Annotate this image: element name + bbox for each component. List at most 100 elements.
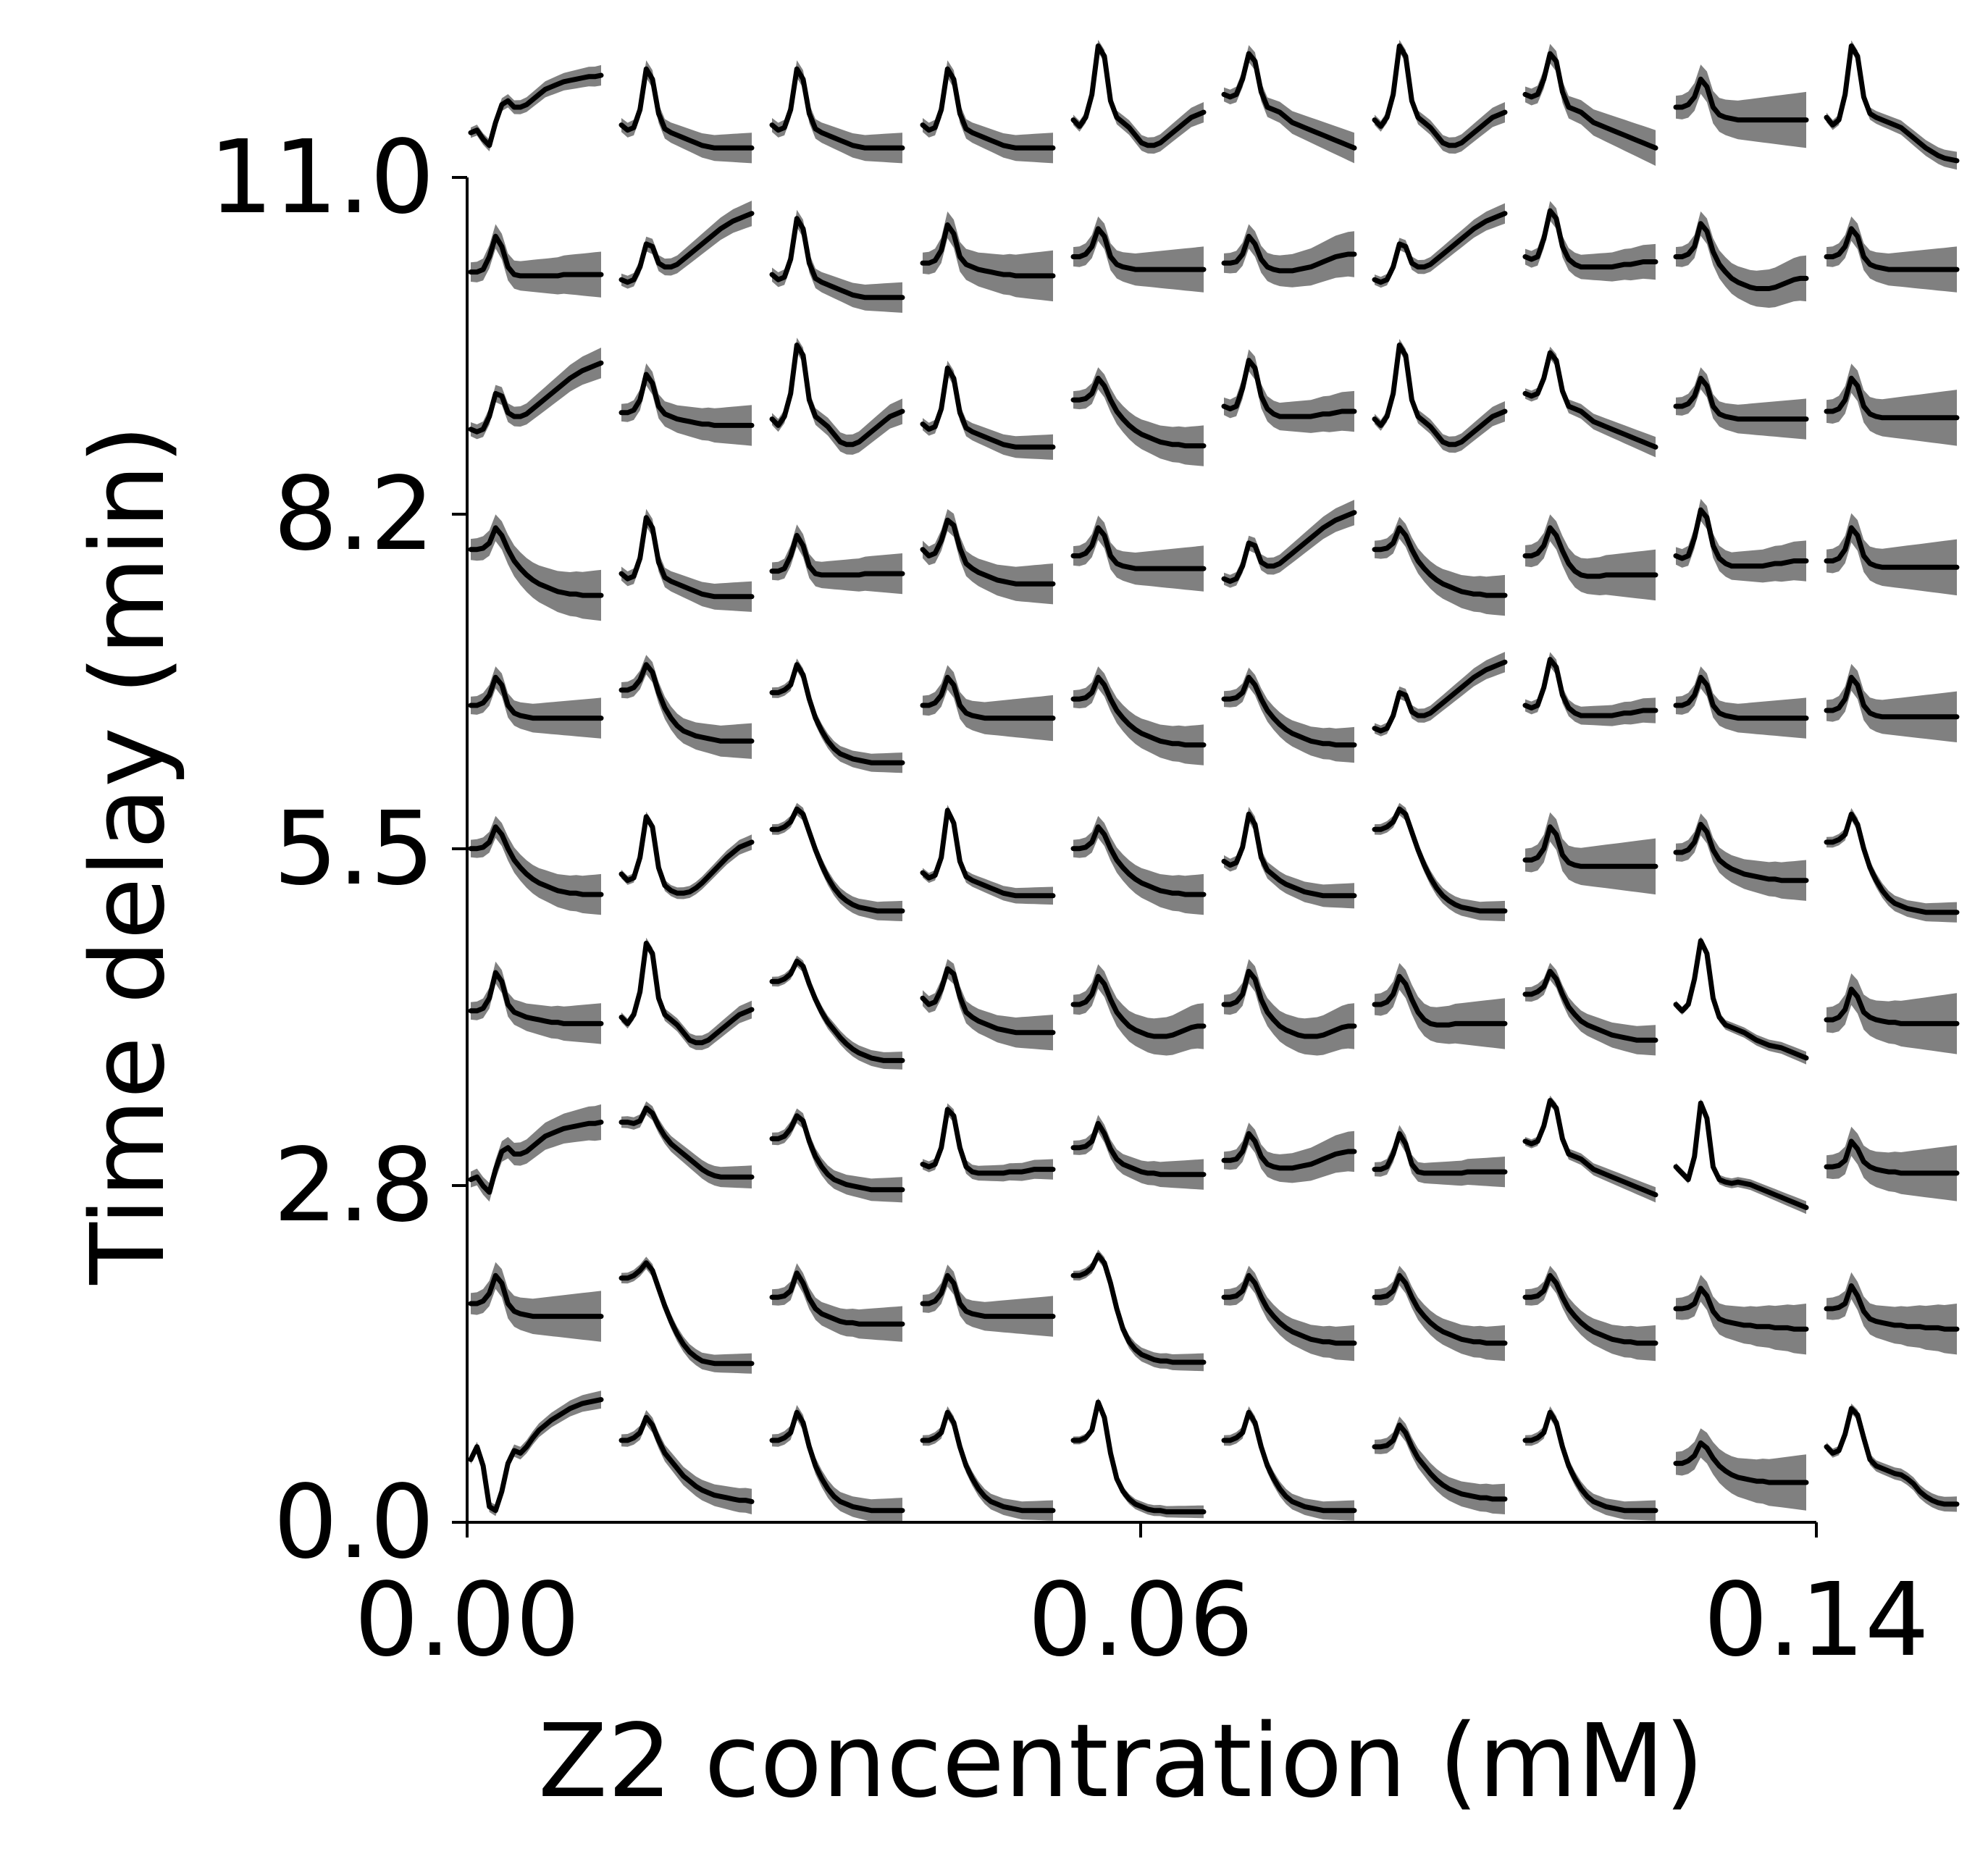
panel-mean-line-r7-c5 [1221,358,1357,419]
panel-mean-line-r7-c7 [1522,350,1658,450]
panel-r1-c3 [920,1264,1056,1337]
panel-mean-line-r1-c3 [920,1272,1056,1320]
panel-r6-c2 [769,524,905,595]
panel-band-r2-c9 [1826,1126,1957,1201]
y-tick-label: 0.0 [273,1464,435,1582]
panel-mean-line-r4-c2 [769,806,905,914]
panel-mean-line-r4-c9 [1824,811,1960,915]
panel-r0-c0 [468,1390,604,1517]
panel-band-r4-c4 [1073,815,1204,915]
panel-r9-c8 [1673,64,1809,148]
panel-r7-c0 [468,348,604,440]
panel-mean-line-r6-c2 [769,532,905,578]
panel-r7-c5 [1221,349,1357,433]
panel-mean-line-r2-c9 [1824,1138,1960,1176]
panel-r1-c5 [1221,1265,1357,1362]
panel-r5-c5 [1221,667,1357,763]
small-multiples-grid [468,40,1960,1524]
panel-r8-c0 [468,224,604,298]
panel-mean-line-r5-c1 [618,662,755,744]
panel-r5-c0 [468,666,604,739]
panel-mean-line-r6-c8 [1673,507,1809,569]
panel-mean-line-r8-c1 [618,211,755,285]
x-axis-ticks: 0.00 0.06 0.14 [354,1522,1929,1679]
panel-r6-c7 [1522,514,1658,601]
panel-r2-c3 [920,1103,1056,1182]
panel-r0-c6 [1372,1416,1508,1514]
panel-mean-line-r4-c0 [468,824,604,897]
panel-r5-c1 [618,655,755,759]
panel-band-r1-c7 [1525,1265,1656,1362]
panel-mean-line-r5-c3 [920,674,1056,721]
panel-band-r8-c1 [621,201,752,289]
panel-band-r7-c8 [1676,367,1806,440]
panel-band-r6-c6 [1375,516,1505,616]
panel-r8-c8 [1673,211,1809,308]
panel-mean-line-r9-c3 [920,66,1056,151]
y-axis-title: Time delay (min) [70,424,188,1285]
panel-mean-line-r8-c0 [468,233,604,279]
panel-band-r0-c8 [1676,1428,1806,1511]
panel-r5-c6 [1372,652,1508,737]
panel-band-r4-c7 [1525,812,1656,895]
panel-band-r5-c9 [1826,663,1957,742]
panel-mean-line-r8-c4 [1070,226,1207,272]
panel-mean-line-r7-c0 [468,360,604,435]
panel-mean-line-r6-c5 [1221,510,1357,584]
panel-r6-c4 [1070,515,1207,592]
panel-mean-line-r7-c4 [1070,375,1207,449]
panel-mean-line-r9-c7 [1522,51,1658,151]
panel-mean-line-r4-c4 [1070,824,1207,897]
panel-band-r5-c0 [471,666,601,739]
panel-r0-c1 [618,1410,755,1514]
panel-band-r3-c4 [1073,964,1204,1056]
panel-r9-c0 [468,64,604,151]
panel-r7-c7 [1522,346,1658,458]
panel-r4-c4 [1070,815,1207,915]
panel-band-r1-c4 [1073,1249,1204,1372]
panel-band-r9-c0 [471,64,601,151]
panel-r5-c3 [920,665,1056,742]
panel-mean-line-r1-c2 [769,1270,905,1327]
panel-r3-c0 [468,961,604,1044]
panel-r1-c7 [1522,1265,1658,1362]
panel-mean-line-r2-c7 [1522,1098,1658,1198]
panel-r5-c4 [1070,666,1207,765]
panel-r3-c9 [1824,973,1960,1054]
panel-band-r8-c9 [1826,216,1957,293]
panel-mean-line-r0-c7 [1522,1409,1658,1514]
panel-r0-c7 [1522,1406,1658,1521]
panel-band-r2-c1 [621,1101,752,1188]
panel-mean-line-r6-c7 [1522,525,1658,579]
panel-mean-line-r1-c0 [468,1272,604,1320]
panel-mean-line-r4-c7 [1522,824,1658,869]
panel-mean-line-r3-c2 [769,958,905,1063]
panel-mean-line-r1-c8 [1673,1285,1809,1332]
panel-band-r6-c9 [1826,513,1957,596]
panel-r1-c4 [1070,1249,1207,1372]
panel-r2-c5 [1221,1123,1357,1183]
panel-band-r4-c0 [471,815,601,915]
panel-r0-c5 [1221,1406,1357,1521]
panel-r6-c3 [920,509,1056,605]
panel-mean-line-r5-c8 [1673,674,1809,721]
panel-band-r1-c1 [621,1257,752,1374]
panel-band-r3-c9 [1826,973,1957,1054]
panel-mean-line-r7-c6 [1372,343,1508,448]
panel-mean-line-r7-c3 [920,365,1056,450]
panel-r4-c6 [1372,802,1508,921]
panel-r1-c0 [468,1262,604,1342]
panel-mean-line-r2-c5 [1221,1131,1357,1171]
panel-r3-c1 [618,937,755,1050]
panel-mean-line-r8-c9 [1824,226,1960,272]
panel-r8-c7 [1522,201,1658,282]
panel-mean-line-r2-c3 [920,1107,1056,1176]
panel-r1-c8 [1673,1275,1809,1355]
panel-r7-c1 [618,363,755,446]
panel-r3-c3 [920,959,1056,1051]
panel-mean-line-r0-c5 [1221,1409,1357,1514]
panel-mean-line-r6-c9 [1824,525,1960,570]
panel-mean-line-r8-c6 [1372,211,1508,285]
panel-mean-line-r2-c0 [468,1120,604,1195]
